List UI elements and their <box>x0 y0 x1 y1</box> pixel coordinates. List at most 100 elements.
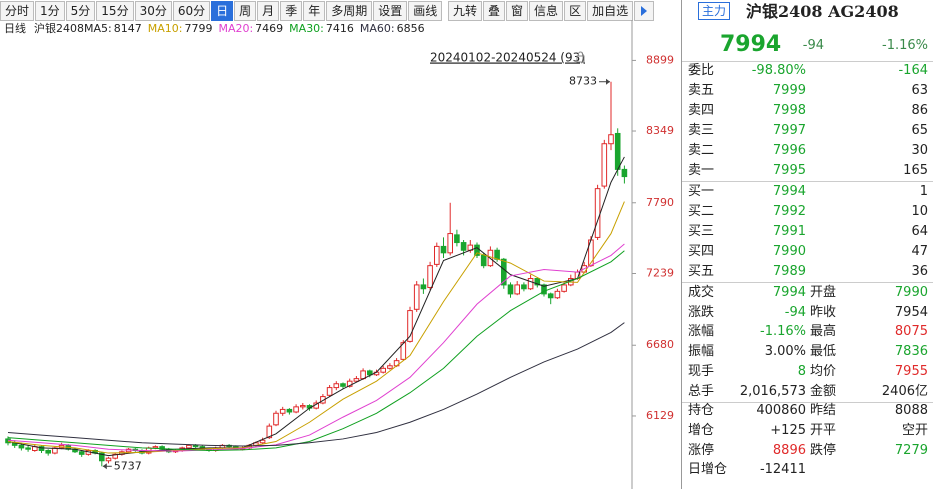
book-volume: 10 <box>911 204 928 219</box>
stat-label: 开平 <box>810 422 837 438</box>
legend-value: 8147 <box>114 22 142 35</box>
stat-label: 现手 <box>688 363 715 379</box>
stat-label: 最低 <box>810 344 837 360</box>
tab[interactable]: 多周期 <box>326 1 373 21</box>
book-volume: 165 <box>903 163 928 178</box>
arrow-head <box>606 78 610 85</box>
stat-label: 金额 <box>810 383 837 399</box>
candle-body <box>440 245 447 254</box>
book-volume: 30 <box>911 143 928 158</box>
tab[interactable]: 周 <box>234 1 257 21</box>
candle-body <box>273 412 279 426</box>
ma-line <box>7 250 625 451</box>
stat-label: 涨幅 <box>688 324 715 340</box>
candle-body <box>38 446 45 451</box>
tab[interactable]: 设置 <box>373 1 408 21</box>
range-label: 20240102-20240524 (93) <box>430 51 585 65</box>
candle-body <box>447 233 453 254</box>
candle-body <box>25 447 31 450</box>
book-label: 卖四 <box>688 103 715 118</box>
tab[interactable]: 分时 <box>0 1 35 21</box>
candle-body <box>507 284 514 295</box>
tool-button[interactable]: 信息 <box>529 1 564 21</box>
candle-body <box>561 284 567 292</box>
candle-body <box>346 380 353 387</box>
candle-body <box>326 387 333 396</box>
y-tick-label: 7790 <box>646 196 674 209</box>
candle-body <box>614 132 621 170</box>
book-price: 7994 <box>772 184 806 199</box>
quote-panel: 主力 沪银2408 AG2408 7994 -94 -1.16% 委比 -98.8… <box>681 0 933 489</box>
annotation: 5737 <box>114 459 142 472</box>
tab[interactable]: 60分 <box>172 1 211 21</box>
stat-value: 空开 <box>901 422 928 438</box>
tool-button[interactable]: 窗 <box>506 1 529 21</box>
stat-value: 3.00% <box>764 344 806 360</box>
ratio-label: 委比 <box>688 63 715 78</box>
stat-value: -12411 <box>759 462 806 478</box>
stat-value: -94 <box>784 304 806 320</box>
book-price: 7990 <box>772 244 806 259</box>
book-volume: 47 <box>911 244 928 259</box>
candle-body <box>407 310 413 342</box>
book-volume: 63 <box>911 83 928 98</box>
stat-value: 8088 <box>894 403 928 419</box>
legend-name: MA30: <box>289 22 324 35</box>
separator <box>682 61 933 62</box>
candle-body <box>367 370 373 376</box>
legend-value: 6856 <box>397 22 425 35</box>
book-label: 卖一 <box>688 163 715 178</box>
candle-body <box>340 383 346 387</box>
tab[interactable]: 15分 <box>96 1 134 21</box>
tab[interactable]: 年 <box>303 1 326 21</box>
stat-value: 2406亿 <box>881 383 928 399</box>
candle-body <box>333 383 340 389</box>
separator <box>682 282 933 283</box>
toolbar: 分时 1分 5分 15分 30分 60分日周月季年多周期 设置 画线 <box>0 0 632 21</box>
tab[interactable]: 1分 <box>35 1 65 21</box>
ratio-value: -98.80% <box>751 63 806 78</box>
stat-label: 振幅 <box>688 344 715 360</box>
tab[interactable]: 日 <box>211 1 234 21</box>
candle-body <box>78 451 85 455</box>
stat-label: 增仓 <box>688 422 715 438</box>
candle-body <box>387 365 393 369</box>
candle-body <box>300 405 306 408</box>
collapse-button[interactable] <box>634 1 655 21</box>
tab[interactable]: 画线 <box>408 1 443 21</box>
stat-label: 涨跌 <box>688 304 715 320</box>
candle-body <box>152 446 159 449</box>
stat-label: 昨结 <box>810 403 837 419</box>
stat-value: 7279 <box>894 442 928 458</box>
tool-button[interactable]: 加自选 <box>587 1 634 21</box>
candle-body <box>547 293 554 299</box>
book-volume: 36 <box>911 264 928 279</box>
ma-line <box>7 156 625 457</box>
book-price: 7992 <box>772 204 806 219</box>
candle-body <box>45 449 52 454</box>
tool-button[interactable]: 九转 <box>448 1 483 21</box>
candle-body <box>534 277 541 286</box>
candle-body <box>541 284 547 295</box>
tab[interactable]: 月 <box>257 1 280 21</box>
book-volume: 64 <box>911 224 928 239</box>
tab[interactable]: 30分 <box>134 1 172 21</box>
stat-label: 跌停 <box>810 442 837 458</box>
candle-body <box>320 396 326 404</box>
stat-label: 昨收 <box>810 304 837 320</box>
change-pct: -1.16% <box>882 38 928 53</box>
candle-body <box>105 457 112 462</box>
book-volume: 1 <box>919 184 928 199</box>
tool-button[interactable]: 叠 <box>483 1 506 21</box>
arrow-head <box>102 463 107 470</box>
candle-body <box>420 284 427 290</box>
tool-button[interactable]: 区 <box>564 1 587 21</box>
candle-body <box>460 242 467 251</box>
stat-value: 8 <box>797 363 806 379</box>
tab[interactable]: 5分 <box>65 1 96 21</box>
symbol: 沪银2408 <box>34 21 84 35</box>
book-label: 买四 <box>688 244 715 259</box>
stat-label: 开盘 <box>810 285 837 300</box>
tab[interactable]: 季 <box>280 1 303 21</box>
legend-name: MA10: <box>148 22 183 35</box>
